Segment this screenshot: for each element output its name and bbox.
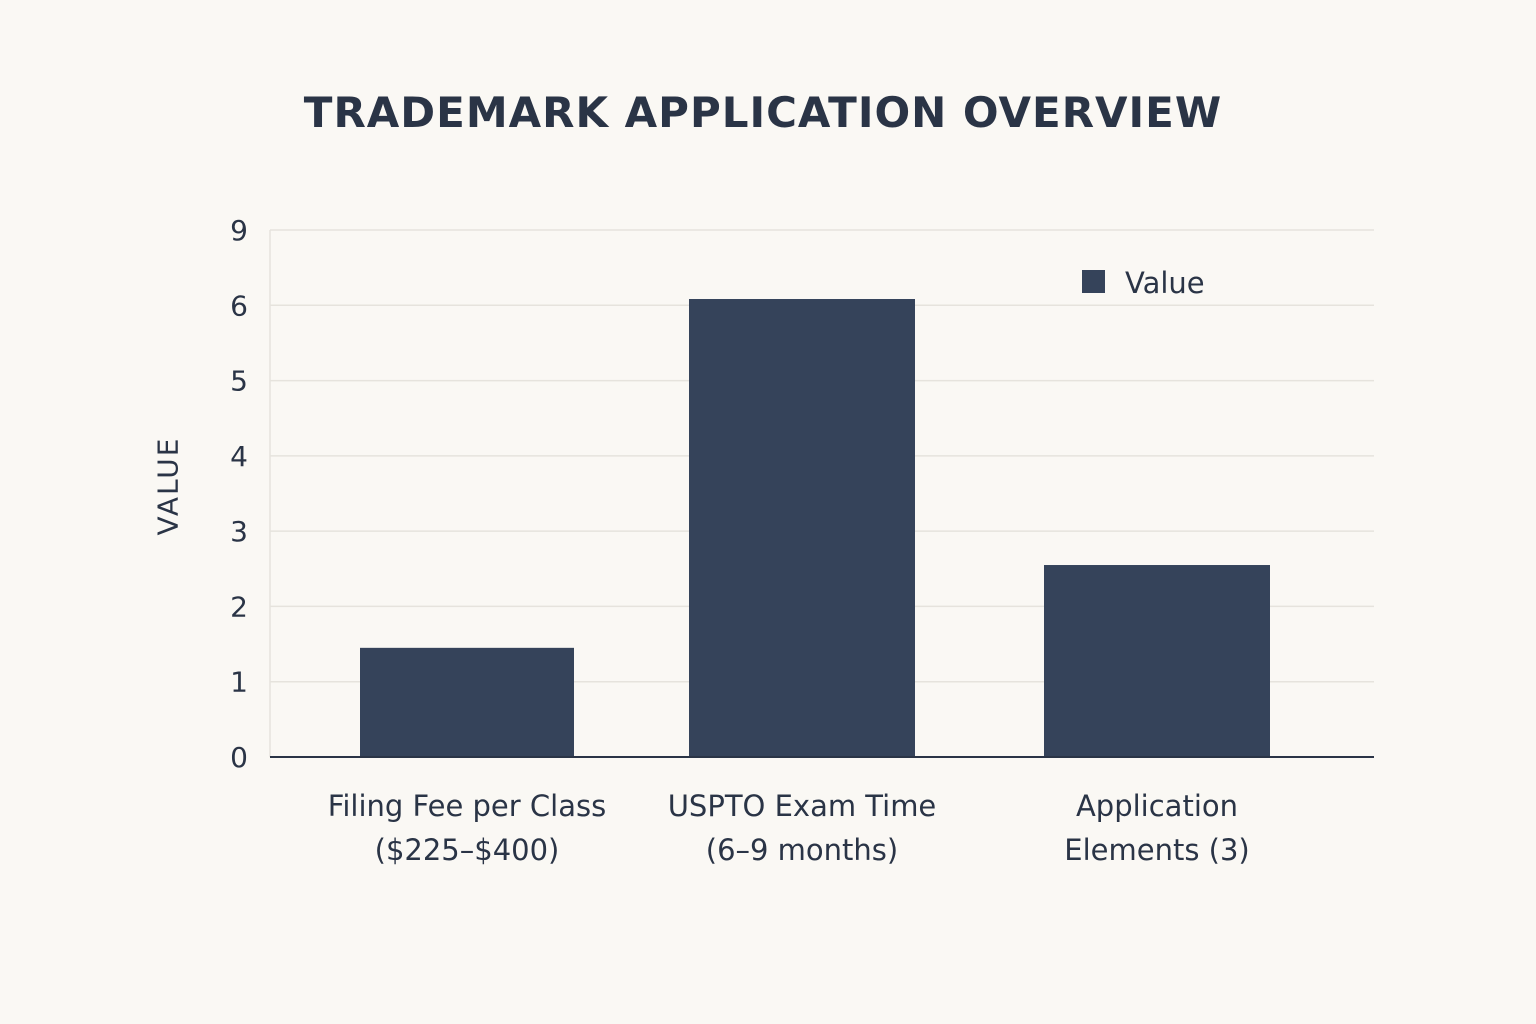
bar: [360, 647, 574, 757]
y-tick-label: 2: [230, 590, 248, 623]
legend-label: Value: [1125, 266, 1205, 300]
bars: [360, 299, 1270, 757]
y-tick-label: 3: [230, 515, 248, 548]
x-tick-label: Application Elements (3): [1064, 789, 1249, 867]
legend-swatch: [1082, 270, 1105, 293]
axes: [269, 230, 1374, 758]
chart-title: TRADEMARK APPLICATION OVERVIEW: [303, 88, 1223, 137]
bar: [689, 299, 915, 757]
bar: [1044, 565, 1270, 757]
labels: 0 1 2 3 4 5 6 9 Filing Fee per Class ($225–$400) U…: [230, 214, 1250, 867]
y-tick-label: 6: [230, 289, 248, 322]
x-tick-label: USPTO Exam Time (6–9 months): [668, 789, 937, 867]
y-tick-label: 0: [230, 741, 248, 774]
y-tick-label: 1: [230, 666, 248, 699]
legend: Value: [1082, 266, 1205, 300]
y-tick-label: 4: [230, 440, 248, 473]
y-tick-label: 5: [230, 365, 248, 398]
y-tick-label: 9: [230, 214, 248, 247]
x-tick-label: Filing Fee per Class ($225–$400): [328, 789, 606, 867]
